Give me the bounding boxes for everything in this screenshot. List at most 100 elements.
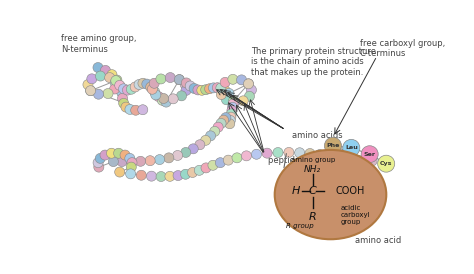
Circle shape [273, 147, 283, 158]
Circle shape [324, 137, 341, 154]
Circle shape [126, 162, 137, 172]
Circle shape [228, 102, 237, 112]
Circle shape [146, 82, 156, 92]
Circle shape [115, 167, 125, 177]
Circle shape [112, 75, 122, 85]
Circle shape [219, 115, 228, 125]
Circle shape [156, 74, 166, 84]
Circle shape [205, 84, 215, 94]
Text: amino group: amino group [291, 157, 335, 163]
Circle shape [354, 155, 364, 165]
Circle shape [115, 80, 125, 90]
Circle shape [339, 153, 350, 164]
Circle shape [111, 76, 121, 85]
Circle shape [107, 148, 117, 158]
Circle shape [216, 90, 227, 99]
Circle shape [95, 71, 105, 81]
Circle shape [262, 148, 272, 158]
Circle shape [221, 113, 231, 122]
Text: amino acids: amino acids [292, 132, 342, 141]
Circle shape [118, 84, 128, 94]
Circle shape [118, 98, 129, 108]
Circle shape [208, 160, 218, 170]
Circle shape [131, 105, 141, 115]
Circle shape [305, 149, 315, 158]
Circle shape [216, 83, 226, 93]
Circle shape [224, 89, 234, 98]
Circle shape [138, 105, 148, 115]
Circle shape [228, 99, 238, 109]
Circle shape [206, 131, 216, 141]
Circle shape [241, 151, 252, 161]
Text: NH₂: NH₂ [304, 165, 321, 173]
Circle shape [216, 84, 226, 94]
Circle shape [100, 150, 110, 160]
Circle shape [136, 156, 146, 166]
Circle shape [93, 62, 103, 73]
Circle shape [181, 169, 191, 179]
Circle shape [295, 148, 305, 158]
Circle shape [114, 148, 124, 158]
Circle shape [94, 162, 104, 172]
Circle shape [126, 156, 136, 167]
Text: Ser: Ser [364, 152, 376, 157]
Circle shape [181, 147, 191, 158]
Circle shape [151, 90, 161, 100]
Circle shape [85, 86, 96, 96]
Text: free carboxyl group,
C-terminus: free carboxyl group, C-terminus [360, 39, 445, 58]
Circle shape [155, 155, 164, 165]
Circle shape [158, 93, 169, 104]
Circle shape [118, 93, 128, 103]
Circle shape [149, 87, 160, 97]
Circle shape [220, 77, 230, 87]
Circle shape [164, 153, 174, 163]
Circle shape [93, 89, 103, 99]
Circle shape [225, 119, 235, 129]
Text: free amino group,
N-terminus: free amino group, N-terminus [61, 35, 137, 54]
Circle shape [367, 156, 377, 166]
Circle shape [85, 86, 96, 96]
Circle shape [346, 155, 357, 165]
Circle shape [146, 171, 156, 181]
Text: acidic
carboxyl
group: acidic carboxyl group [341, 205, 370, 225]
Circle shape [201, 85, 211, 95]
Circle shape [121, 102, 131, 112]
Circle shape [100, 65, 110, 75]
Circle shape [360, 156, 370, 166]
Circle shape [130, 82, 140, 92]
Circle shape [174, 75, 184, 85]
Circle shape [252, 149, 262, 159]
Circle shape [107, 70, 117, 80]
Text: peptide bonds: peptide bonds [268, 156, 329, 165]
Circle shape [147, 84, 157, 94]
Circle shape [180, 79, 190, 89]
Circle shape [122, 85, 133, 95]
Circle shape [237, 75, 246, 85]
Circle shape [109, 156, 118, 167]
Circle shape [161, 97, 171, 107]
Circle shape [220, 85, 230, 96]
Circle shape [83, 79, 93, 90]
Circle shape [228, 74, 238, 84]
Text: R: R [309, 212, 317, 222]
Text: The primary protein structure
is the chain of amino acids
that makes up the prot: The primary protein structure is the cha… [251, 47, 376, 76]
Circle shape [149, 78, 159, 88]
Circle shape [117, 156, 127, 167]
Circle shape [185, 81, 195, 91]
Circle shape [361, 146, 378, 163]
Circle shape [173, 150, 182, 161]
Circle shape [126, 169, 136, 179]
Circle shape [223, 155, 233, 165]
Circle shape [210, 126, 220, 136]
Circle shape [332, 152, 342, 162]
Circle shape [343, 139, 360, 156]
Circle shape [195, 140, 205, 150]
Circle shape [221, 95, 231, 105]
Circle shape [145, 156, 155, 166]
Circle shape [244, 79, 254, 89]
Circle shape [245, 91, 255, 101]
Circle shape [225, 115, 236, 125]
Circle shape [120, 150, 130, 160]
Circle shape [115, 81, 125, 91]
Circle shape [238, 96, 248, 106]
